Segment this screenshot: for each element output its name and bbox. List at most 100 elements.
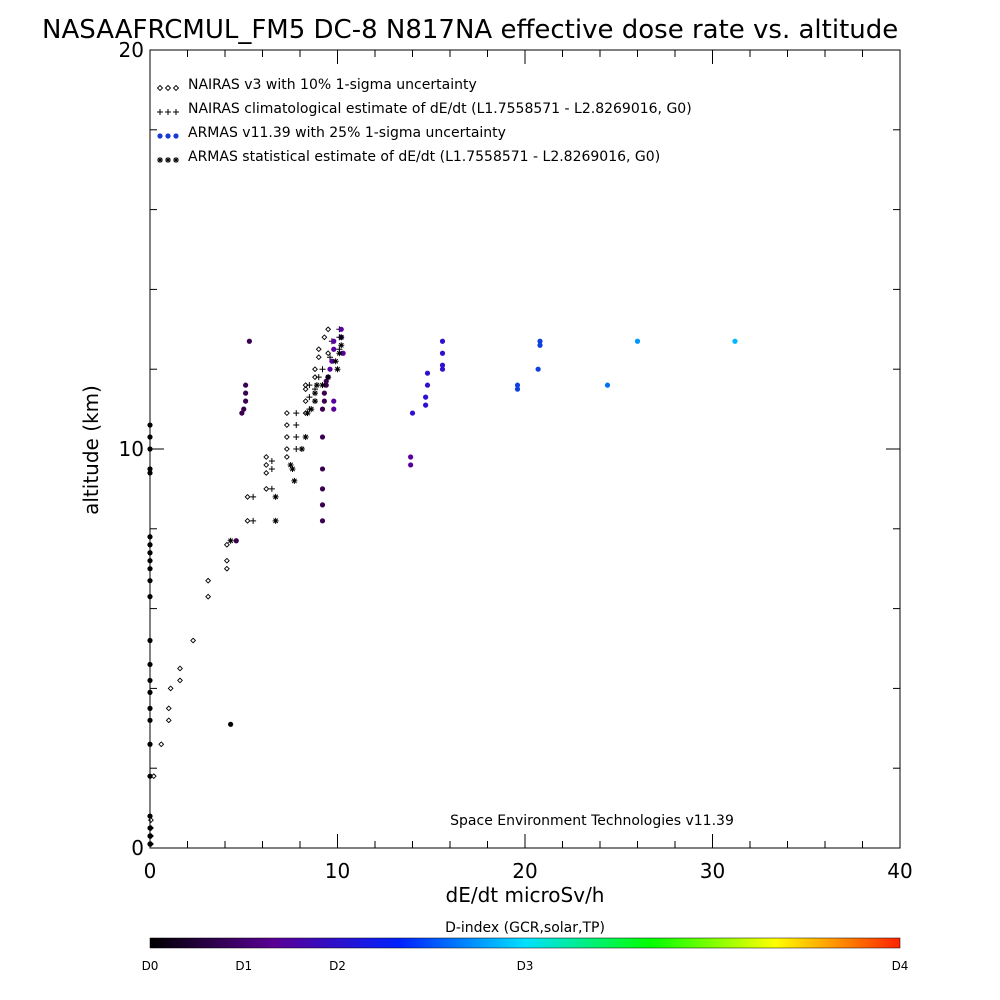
data-point-dot	[147, 422, 153, 428]
data-point-diamond	[263, 462, 270, 468]
legend-marker-plus	[173, 109, 179, 115]
data-point-dot	[634, 338, 641, 344]
data-point-diamond	[283, 434, 290, 440]
y-tick-label: 0	[131, 836, 144, 860]
data-point-asterisk	[312, 398, 318, 405]
data-point-diamond	[302, 386, 309, 393]
data-point-plus	[250, 517, 257, 524]
data-point-dot	[147, 542, 153, 548]
data-point-dot	[319, 518, 326, 524]
data-point-asterisk	[313, 382, 320, 389]
data-point-dot	[319, 502, 326, 508]
data-point-dot	[147, 813, 153, 819]
data-point-asterisk	[336, 350, 343, 357]
legend-marker-dot	[173, 133, 179, 139]
data-point-asterisk	[338, 334, 345, 341]
data-point-dot	[323, 378, 329, 384]
data-point-asterisk	[302, 434, 309, 441]
data-point-diamond	[165, 705, 172, 712]
data-point-asterisk	[338, 342, 345, 349]
data-point-dot	[243, 382, 249, 388]
plot-frame	[149, 49, 901, 849]
data-point-dot	[423, 394, 429, 400]
data-point-dot	[423, 402, 429, 408]
axis-ticks: 0 10 20 30 40 0 10 20	[119, 38, 913, 883]
data-point-plus	[293, 434, 300, 441]
data-point-diamond	[223, 541, 230, 548]
credit-annotation: Space Environment Technologies v11.39	[450, 813, 734, 829]
legend-marker-asterisk	[157, 157, 163, 163]
data-point-diamond	[190, 637, 197, 644]
legend-entry: NAIRAS v3 with 10% 1-sigma uncertainty	[188, 77, 477, 93]
series-dot	[147, 326, 738, 847]
data-point-dot	[604, 382, 611, 388]
legend-marker-plus	[165, 109, 171, 115]
data-point-diamond	[283, 446, 290, 452]
colorbar-title: D-index (GCR,solar,TP)	[445, 920, 605, 936]
data-point-diamond	[315, 354, 322, 361]
x-tick-label: 40	[887, 859, 912, 883]
data-point-dot	[327, 366, 333, 372]
data-point-diamond	[223, 565, 230, 572]
data-point-dot	[147, 637, 153, 644]
data-point-dot	[147, 825, 153, 831]
data-point-diamond	[167, 685, 174, 692]
data-point-plus	[293, 410, 300, 417]
data-point-dot	[408, 462, 414, 468]
data-point-dot	[239, 410, 245, 416]
data-point-diamond	[223, 557, 230, 564]
data-point-dot	[319, 434, 326, 440]
data-point-dot	[321, 390, 327, 396]
data-point-dot	[243, 390, 249, 396]
data-point-dot	[340, 350, 346, 356]
chart-title: NASAAFRCMUL_FM5 DC-8 N817NA effective do…	[42, 15, 898, 45]
data-point-diamond	[177, 665, 183, 672]
legend-marker-diamond	[156, 84, 164, 92]
data-point-dot	[338, 326, 344, 332]
data-points	[147, 326, 738, 847]
data-point-diamond	[205, 577, 212, 584]
data-point-diamond	[325, 326, 332, 333]
data-point-asterisk	[334, 366, 341, 373]
data-point-dot	[331, 338, 337, 344]
data-point-dot	[537, 338, 543, 344]
data-point-diamond	[283, 454, 290, 460]
series-asterisk	[227, 334, 345, 544]
data-point-dot	[147, 741, 153, 747]
data-point-dot	[147, 717, 153, 723]
data-point-dot	[732, 338, 738, 344]
data-point-diamond	[263, 470, 270, 476]
legend-marker-asterisk	[165, 157, 171, 163]
data-point-dot	[147, 594, 153, 600]
legend-entry: ARMAS statistical estimate of dE/dt (L1.…	[188, 149, 660, 165]
data-point-diamond	[165, 717, 172, 724]
x-tick-label: 0	[144, 859, 157, 883]
colorbar-label: D0	[142, 959, 159, 973]
data-point-diamond	[321, 334, 328, 341]
colorbar	[149, 937, 901, 949]
data-point-diamond	[283, 422, 290, 428]
data-point-plus	[268, 485, 275, 492]
legend-marker-asterisk	[173, 157, 179, 163]
data-point-dot	[535, 366, 541, 372]
y-tick-label: 10	[119, 437, 144, 461]
data-point-asterisk	[304, 410, 311, 417]
data-point-dot	[147, 689, 153, 695]
legend-marker-diamond	[172, 84, 180, 92]
legend-marker-diamond	[164, 84, 172, 92]
legend-entry: NAIRAS climatological estimate of dE/dt …	[188, 101, 692, 117]
data-point-dot	[147, 833, 153, 839]
data-point-dot	[329, 358, 335, 364]
data-point-asterisk	[312, 390, 318, 397]
data-point-asterisk	[227, 537, 234, 544]
data-point-dot	[147, 677, 153, 684]
data-point-plus	[293, 446, 300, 452]
legend-marker-plus	[157, 109, 163, 115]
series-diamond	[148, 326, 332, 847]
x-tick-label: 20	[512, 859, 537, 883]
data-point-asterisk	[332, 358, 339, 365]
data-point-dot	[408, 454, 414, 460]
data-point-dot	[246, 338, 252, 344]
data-point-diamond	[315, 346, 322, 353]
data-point-dot	[147, 434, 153, 440]
